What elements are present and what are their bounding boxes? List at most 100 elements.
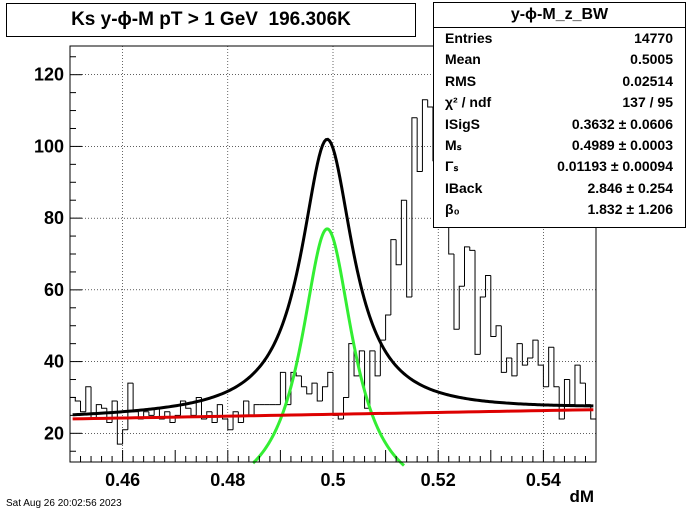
- histogram-bin: [416, 117, 423, 173]
- histogram-bin: [369, 350, 376, 409]
- chart-title-box: Ks y-ϕ-M pT > 1 GeV 196.306K: [6, 3, 416, 37]
- histogram-bin: [427, 99, 433, 108]
- histogram-bin: [521, 343, 528, 366]
- histogram-bin: [353, 343, 360, 377]
- stats-rows: Entries 14770 Mean 0.5005 RMS 0.02514 χ² / ndf…: [434, 28, 685, 221]
- stats-row: Entries 14770: [434, 28, 685, 49]
- histogram-bin: [122, 429, 128, 445]
- y-tick-label: 60: [44, 280, 64, 300]
- stats-value: 0.02514: [622, 72, 673, 89]
- stats-value: 2.846 ± 0.254: [587, 179, 673, 196]
- stats-header: y-ϕ-M_z_BW: [434, 3, 685, 28]
- stats-box: y-ϕ-M_z_BW Entries 14770 Mean 0.5005 RMS 0.02…: [433, 2, 686, 228]
- stats-row: RMS 0.02514: [434, 71, 685, 92]
- stats-row: IBack 2.846 ± 0.254: [434, 178, 685, 199]
- stats-row: Mₛ 0.4989 ± 0.0003: [434, 135, 685, 156]
- histogram-bin: [201, 397, 207, 420]
- histogram-bin: [127, 382, 134, 430]
- stats-label: ISigS: [445, 115, 481, 132]
- stats-label: Entries: [445, 30, 493, 46]
- stats-label: IBack: [445, 179, 483, 196]
- total-fit-curve: [72, 137, 594, 417]
- histogram-bin: [343, 396, 349, 419]
- histogram-bin: [337, 415, 344, 420]
- histogram-bin: [469, 246, 476, 251]
- histogram-bin: [179, 400, 186, 416]
- histogram-bin: [174, 414, 181, 423]
- histogram-bin: [516, 343, 523, 376]
- stats-value: 0.5005: [630, 51, 673, 68]
- histogram-bin: [500, 325, 507, 373]
- x-tick-label: 0.46: [105, 470, 140, 490]
- y-tick-label: 40: [44, 352, 64, 372]
- histogram-bin: [253, 404, 260, 416]
- histogram-bin: [148, 411, 155, 416]
- histogram-bin: [506, 357, 512, 373]
- timestamp: Sat Aug 26 20:02:56 2023: [6, 498, 122, 509]
- stats-label: Γₛ: [445, 158, 459, 175]
- x-axis-label: dM: [569, 487, 594, 506]
- histogram-bin: [85, 386, 92, 412]
- stats-row: χ² / ndf 137 / 95: [434, 92, 685, 113]
- x-tick-label: 0.54: [526, 470, 561, 490]
- stats-label: RMS: [445, 72, 477, 89]
- stats-value: 0.01193 ± 0.00094: [557, 158, 673, 175]
- histogram-bin: [385, 314, 391, 341]
- stats-label: β₀: [445, 201, 460, 218]
- histogram-bin: [80, 401, 86, 413]
- histogram-bin: [453, 254, 460, 330]
- chart-title: Ks y-ϕ-M pT > 1 GeV 196.306K: [71, 9, 351, 30]
- stats-label: χ² / ndf: [445, 94, 492, 111]
- histogram-bin: [548, 346, 554, 387]
- histogram-bin: [485, 275, 491, 298]
- histogram-bin: [158, 408, 165, 420]
- x-tick-label: 0.52: [421, 470, 456, 490]
- histogram-bin: [490, 275, 497, 337]
- histogram-bin: [195, 396, 202, 416]
- histogram-bin: [116, 401, 123, 445]
- histogram-bin: [421, 99, 428, 172]
- x-tick-label: 0.5: [320, 470, 345, 490]
- histogram-bin: [232, 411, 239, 430]
- histogram-bin: [579, 365, 586, 384]
- stats-value: 137 / 95: [622, 94, 673, 111]
- stats-value: 0.4989 ± 0.0003: [571, 136, 673, 153]
- stats-row: ISigS 0.3632 ± 0.0606: [434, 114, 685, 135]
- y-tick-label: 120: [34, 65, 64, 85]
- histogram-bin: [553, 347, 560, 388]
- histogram-bin: [495, 325, 502, 337]
- histogram-bin: [295, 372, 302, 377]
- histogram-bin: [327, 371, 333, 387]
- histogram-bin: [111, 400, 118, 423]
- stats-row: Γₛ 0.01193 ± 0.00094: [434, 156, 685, 177]
- histogram-bin: [537, 340, 544, 366]
- histogram-bin: [227, 418, 234, 431]
- y-tick-label: 100: [34, 136, 64, 156]
- stats-row: Mean 0.5005: [434, 49, 685, 70]
- histogram-bin: [279, 371, 286, 405]
- histogram-bin: [458, 285, 465, 330]
- y-tick-label: 80: [44, 208, 64, 228]
- histogram-bin: [374, 350, 381, 377]
- histogram-bin: [300, 375, 307, 388]
- histogram-bin: [464, 246, 470, 287]
- histogram-bin: [169, 411, 176, 424]
- histogram-bin: [390, 239, 397, 315]
- y-tick-label: 20: [44, 423, 64, 443]
- histogram-bin: [321, 386, 328, 402]
- histogram-bin: [411, 117, 418, 298]
- histogram-bin: [542, 365, 549, 388]
- stats-label: Mean: [445, 51, 481, 68]
- stats-label: Mₛ: [445, 136, 462, 153]
- histogram-bin: [574, 364, 581, 405]
- histogram-bin: [306, 386, 312, 395]
- background-fit-curve: [72, 408, 594, 421]
- histogram-bin: [364, 350, 370, 409]
- histogram-bin: [479, 296, 486, 355]
- histogram-bin: [527, 357, 533, 366]
- stats-value: 0.3632 ± 0.0606: [571, 115, 673, 132]
- stats-value: 14770: [634, 30, 673, 46]
- histogram-bin: [474, 250, 481, 355]
- histogram-bin: [400, 199, 407, 265]
- histogram-bin: [222, 404, 228, 420]
